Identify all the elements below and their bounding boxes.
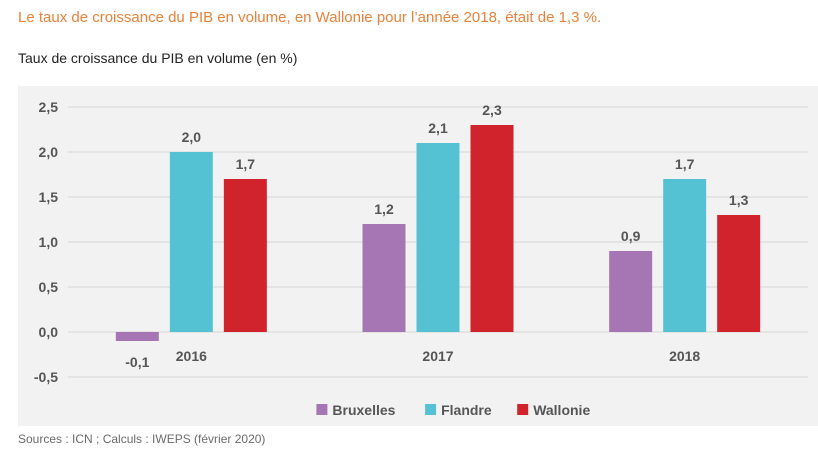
data-label: 1,7 <box>236 156 256 172</box>
data-label: 2,1 <box>428 120 448 136</box>
data-label: 1,3 <box>729 192 749 208</box>
legend-label-wallonie: Wallonie <box>533 402 590 418</box>
bar-flandre-2018 <box>663 179 707 332</box>
y-tick-label: 2,0 <box>39 144 59 160</box>
legend: Bruxelles Flandre Wallonie <box>316 402 590 418</box>
data-label: 1,2 <box>374 201 394 217</box>
bar-bruxelles-2018 <box>609 251 653 332</box>
y-tick-label: 1,0 <box>39 234 59 250</box>
chart-title: Taux de croissance du PIB en volume (en … <box>18 50 298 66</box>
y-tick-label: -0,5 <box>34 369 58 385</box>
bars <box>115 125 761 341</box>
legend-swatch-wallonie <box>517 404 529 415</box>
bar-wallonie-2018 <box>717 215 761 332</box>
legend-swatch-bruxelles <box>316 404 328 415</box>
source-note: Sources : ICN ; Calculs : IWEPS (février… <box>18 432 266 446</box>
bar-flandre-2017 <box>416 143 460 332</box>
data-label: 2,3 <box>482 102 502 118</box>
y-axis: 2,5 2,0 1,5 1,0 0,5 0,0 -0,5 <box>34 99 58 385</box>
data-label: 2,0 <box>182 129 202 145</box>
legend-label-bruxelles: Bruxelles <box>332 402 395 418</box>
data-label: 1,7 <box>675 156 695 172</box>
headline: Le taux de croissance du PIB en volume, … <box>18 9 602 26</box>
legend-label-flandre: Flandre <box>441 402 492 418</box>
x-tick-label: 2018 <box>669 348 700 364</box>
chart-panel: 2,5 2,0 1,5 1,0 0,5 0,0 -0,5 -0,1 2,0 1,7 1,2 2,1 2… <box>18 86 818 426</box>
data-labels: -0,1 2,0 1,7 1,2 2,1 2,3 0,9 1,7 1,3 <box>125 102 748 370</box>
x-axis: 2016 2017 2018 <box>176 348 701 364</box>
y-tick-label: 0,0 <box>39 324 59 340</box>
bar-chart: 2,5 2,0 1,5 1,0 0,5 0,0 -0,5 -0,1 2,0 1,7 1,2 2,1 2… <box>34 99 808 418</box>
bar-wallonie-2017 <box>470 125 514 332</box>
bar-wallonie-2016 <box>223 179 267 332</box>
y-tick-label: 0,5 <box>39 279 59 295</box>
data-label: -0,1 <box>125 354 149 370</box>
legend-swatch-flandre <box>425 404 437 415</box>
x-tick-label: 2016 <box>176 348 207 364</box>
data-label: 0,9 <box>621 228 641 244</box>
y-tick-label: 1,5 <box>39 189 59 205</box>
x-tick-label: 2017 <box>422 348 453 364</box>
bar-bruxelles-2016 <box>115 332 159 341</box>
y-tick-label: 2,5 <box>39 99 59 115</box>
bar-bruxelles-2017 <box>362 224 406 332</box>
bar-flandre-2016 <box>169 152 213 332</box>
